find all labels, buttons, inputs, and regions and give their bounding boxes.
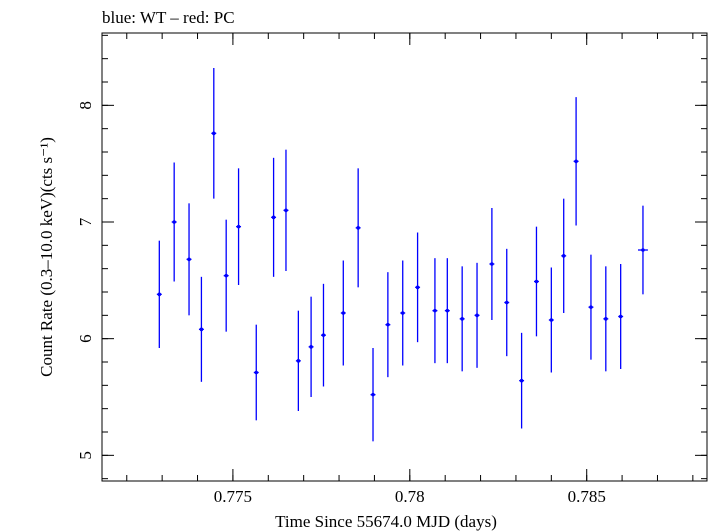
point-marker: [212, 131, 216, 136]
y-tick-label: 8: [76, 101, 95, 110]
data-point: [561, 198, 567, 313]
point-marker: [236, 224, 241, 229]
point-marker: [618, 314, 623, 319]
point-marker: [157, 292, 162, 297]
data-point: [519, 332, 525, 429]
point-marker: [284, 208, 288, 213]
point-marker: [254, 370, 259, 375]
data-point: [618, 264, 624, 369]
data-point: [171, 162, 177, 282]
x-tick-label: 0.785: [568, 487, 606, 506]
point-marker: [187, 257, 191, 262]
data-point: [385, 272, 391, 378]
point-marker: [641, 248, 645, 252]
data-point: [533, 226, 539, 337]
y-tick-label: 7: [76, 217, 95, 226]
point-marker: [589, 305, 593, 309]
point-marker: [490, 262, 494, 266]
point-marker: [549, 318, 554, 322]
data-point: [253, 324, 259, 421]
data-point: [548, 267, 554, 373]
point-marker: [321, 333, 326, 337]
point-marker: [199, 327, 204, 332]
data-point: [638, 205, 648, 295]
axis-ticks: [102, 33, 707, 481]
point-marker: [400, 311, 405, 315]
point-marker: [371, 392, 375, 397]
x-tick-label: 0.775: [214, 487, 252, 506]
x-tick-labels: 0.775 0.78 0.785: [214, 487, 606, 506]
point-marker: [271, 215, 276, 220]
data-point: [489, 208, 495, 320]
data-point: [295, 310, 301, 411]
data-point: [186, 203, 192, 316]
point-marker: [475, 313, 479, 318]
data-point: [573, 97, 579, 226]
point-marker: [433, 308, 437, 313]
data-point: [370, 348, 376, 442]
data-point: [474, 262, 480, 368]
data-point: [432, 258, 438, 364]
point-marker: [386, 322, 390, 327]
data-point: [271, 157, 277, 277]
y-tick-label: 5: [76, 451, 95, 460]
point-marker: [224, 273, 228, 278]
point-marker: [341, 311, 346, 315]
plot-frame: [101, 32, 708, 482]
data-point: [415, 232, 421, 343]
data-point: [308, 296, 314, 397]
data-point: [603, 266, 609, 372]
data-point: [504, 248, 510, 357]
y-axis-label: Count Rate (0.3–10.0 keV)(cts s⁻¹): [37, 137, 56, 377]
point-marker: [519, 378, 524, 383]
data-point: [444, 258, 450, 364]
point-marker: [296, 359, 301, 363]
point-marker: [356, 226, 360, 230]
data-point: [211, 68, 217, 199]
y-tick-labels: 5 6 7 8: [76, 101, 95, 460]
data-point: [198, 276, 204, 382]
data-point: [400, 260, 406, 366]
data-point: [156, 240, 162, 348]
data-point: [340, 260, 346, 366]
data-point: [355, 168, 361, 288]
point-marker: [604, 317, 608, 321]
point-marker: [415, 285, 420, 290]
data-point: [236, 168, 242, 285]
data-point: [588, 254, 594, 360]
data-points: [156, 68, 648, 442]
point-marker: [445, 308, 450, 313]
data-point: [283, 149, 289, 271]
x-axis-label: Time Since 55674.0 MJD (days): [275, 512, 497, 531]
y-tick-label: 6: [76, 334, 95, 343]
point-marker: [309, 345, 313, 349]
point-marker: [561, 254, 566, 258]
data-point: [459, 266, 465, 372]
point-marker: [574, 159, 578, 164]
point-marker: [172, 220, 176, 224]
point-marker: [534, 279, 539, 284]
x-tick-label: 0.78: [395, 487, 425, 506]
chart-title: blue: WT – red: PC: [102, 8, 235, 27]
point-marker: [504, 300, 509, 305]
point-marker: [460, 317, 464, 321]
data-point: [321, 283, 326, 387]
data-point: [223, 219, 229, 332]
